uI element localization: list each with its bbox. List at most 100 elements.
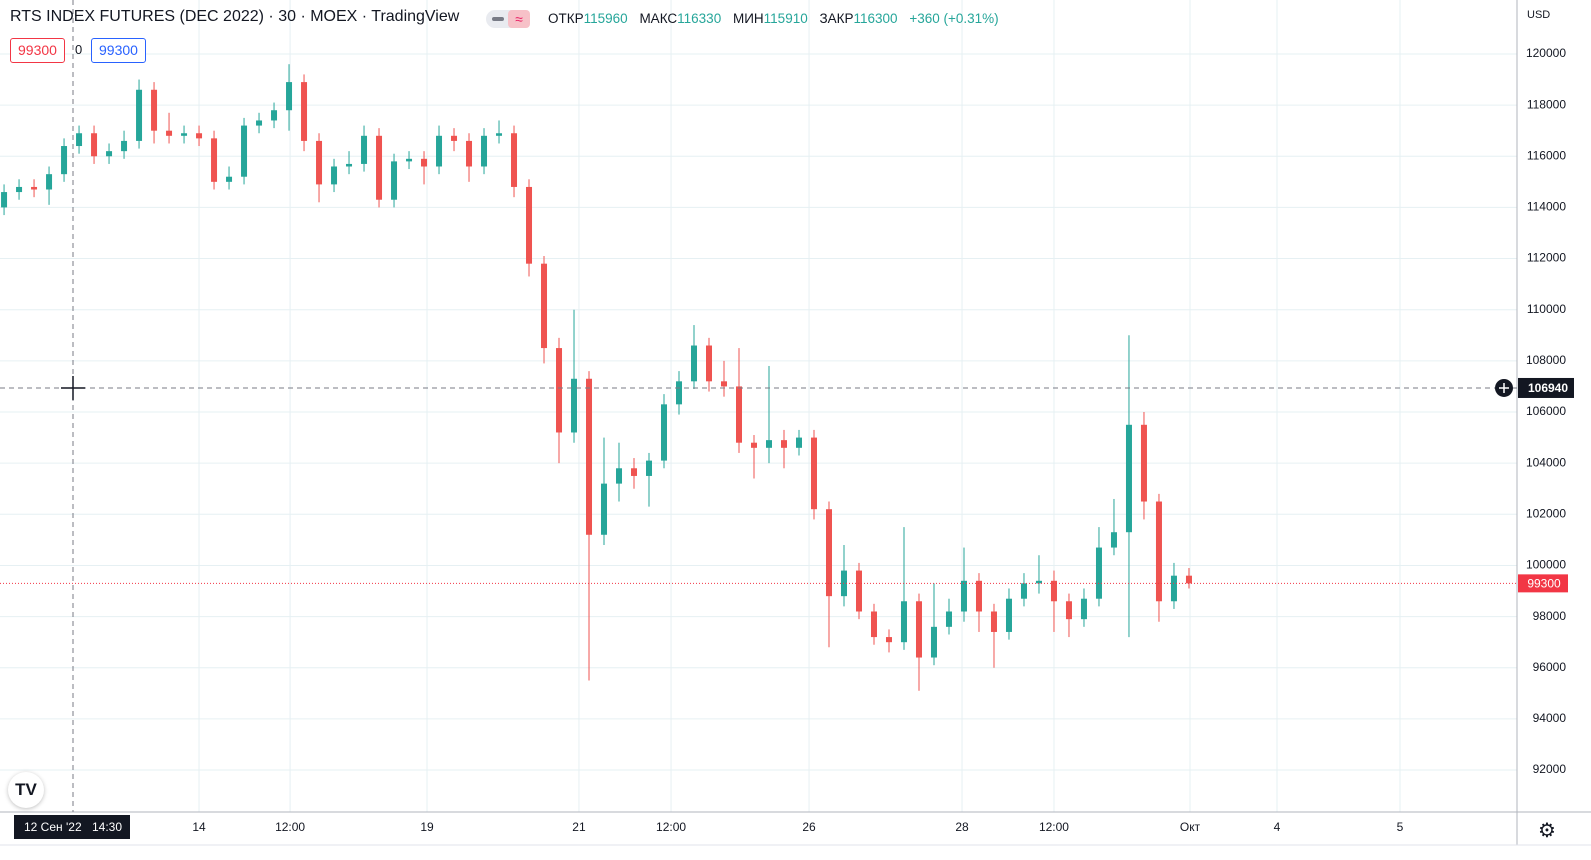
logo[interactable]: TV bbox=[8, 772, 44, 808]
candle-body bbox=[1185, 575, 1192, 584]
ohlc-change: +360 (+0.31%) bbox=[909, 11, 999, 26]
candle-body bbox=[1035, 580, 1042, 584]
y-tick-label: 92000 bbox=[1533, 762, 1567, 776]
symbol-title: RTS INDEX FUTURES (DEC 2022) · 30 · MOEX… bbox=[10, 8, 460, 25]
y-tick-label: 102000 bbox=[1526, 506, 1566, 520]
candle-body bbox=[406, 158, 413, 162]
candle-body bbox=[1140, 424, 1147, 502]
y-tick-label: 96000 bbox=[1533, 660, 1567, 674]
candle-body bbox=[481, 135, 488, 167]
candle-body bbox=[451, 135, 458, 141]
candle-body bbox=[241, 125, 248, 177]
candle-body bbox=[1155, 501, 1162, 602]
candle-body bbox=[855, 570, 862, 612]
candle-body bbox=[346, 163, 353, 167]
currency[interactable]: USD bbox=[1527, 9, 1551, 21]
candle-body bbox=[885, 637, 892, 643]
candle-body bbox=[646, 460, 653, 476]
candle-body bbox=[76, 133, 83, 147]
candle-body bbox=[496, 133, 503, 136]
candle-body bbox=[301, 82, 308, 141]
candle-body bbox=[810, 437, 817, 510]
candle-body bbox=[511, 133, 518, 187]
y-tick-label: 100000 bbox=[1526, 558, 1566, 572]
candle-body bbox=[945, 611, 952, 627]
candle-body bbox=[196, 133, 203, 139]
candle-body bbox=[376, 135, 383, 200]
candle-body bbox=[990, 611, 997, 632]
candle-body bbox=[106, 151, 113, 157]
candle-body bbox=[286, 82, 293, 111]
x-tick-label: Окт bbox=[1180, 820, 1201, 834]
candle-body bbox=[91, 133, 98, 157]
candle-body bbox=[751, 442, 758, 448]
candle-body bbox=[900, 601, 907, 643]
candle-body bbox=[181, 133, 188, 136]
candle-body bbox=[586, 378, 593, 535]
x-tick-label: 12:00 bbox=[1039, 820, 1069, 834]
candle-body bbox=[691, 345, 698, 382]
candle-body bbox=[1095, 547, 1102, 599]
candle-body bbox=[676, 381, 683, 405]
candle-body bbox=[601, 483, 608, 535]
candle-body bbox=[466, 140, 473, 167]
last-price-label: 99300 bbox=[1527, 577, 1561, 591]
ohlc-value: 115960 bbox=[583, 11, 628, 26]
candle-body bbox=[1170, 575, 1177, 602]
y-tick-label: 120000 bbox=[1526, 46, 1566, 60]
candle-body bbox=[331, 166, 338, 185]
candle-body bbox=[256, 120, 263, 126]
candle-body bbox=[541, 263, 548, 349]
candle-body bbox=[631, 468, 638, 476]
candle-body bbox=[556, 348, 563, 433]
y-tick-label: 116000 bbox=[1527, 148, 1566, 162]
candle-body bbox=[1065, 601, 1072, 620]
ohlc-value: 116330 bbox=[677, 11, 722, 26]
candle-body bbox=[661, 404, 668, 461]
candle-body bbox=[31, 186, 38, 190]
settings-icon[interactable]: ⚙ bbox=[1538, 820, 1556, 842]
buy-price[interactable]: 99300 bbox=[91, 38, 146, 63]
candle-body bbox=[436, 135, 443, 167]
candle-body bbox=[16, 186, 23, 193]
y-tick-label: 94000 bbox=[1533, 711, 1567, 725]
candle-body bbox=[136, 89, 143, 141]
y-tick-label: 112000 bbox=[1527, 251, 1566, 265]
sell-price[interactable]: 99300 bbox=[10, 38, 65, 63]
candle-body bbox=[780, 440, 787, 448]
x-tick-label: 5 bbox=[1397, 820, 1404, 834]
crosshair-date-label: 12 Сен '22 bbox=[24, 820, 82, 834]
candle-body bbox=[825, 509, 832, 597]
y-tick-label: 104000 bbox=[1526, 455, 1566, 469]
ohlc-label: МАКС bbox=[639, 11, 678, 26]
last-price-box bbox=[1518, 574, 1568, 593]
x-tick-label: 12:00 bbox=[656, 820, 686, 834]
candle-body bbox=[391, 161, 398, 200]
candle-body bbox=[960, 580, 967, 612]
candle-body bbox=[975, 580, 982, 612]
candle-body bbox=[226, 176, 233, 182]
y-tick-label: 114000 bbox=[1527, 200, 1566, 214]
x-tick-label: 14 bbox=[192, 820, 206, 834]
candle-body bbox=[571, 378, 578, 433]
y-tick-label: 106000 bbox=[1526, 404, 1566, 418]
candle-body bbox=[46, 174, 53, 190]
x-tick-label: 4 bbox=[1274, 820, 1281, 834]
candle-body bbox=[1005, 598, 1012, 632]
candle-body bbox=[61, 146, 68, 175]
crosshair-time-box bbox=[14, 815, 130, 839]
toggle-icon bbox=[492, 17, 504, 21]
crosshair-price-label: 106940 bbox=[1528, 381, 1568, 395]
toggle[interactable]: ≈ bbox=[486, 10, 530, 28]
candle-body bbox=[930, 626, 937, 658]
candle-body bbox=[271, 110, 278, 121]
x-tick-label: 21 bbox=[572, 820, 586, 834]
candle-body bbox=[121, 140, 128, 152]
y-tick-label: 98000 bbox=[1533, 609, 1567, 623]
candle-body bbox=[706, 345, 713, 382]
ohlc-label: ОТКР bbox=[548, 11, 584, 26]
ohlc-value: 115910 bbox=[763, 11, 808, 26]
candle-body bbox=[316, 140, 323, 185]
y-tick-label: 108000 bbox=[1526, 353, 1566, 367]
